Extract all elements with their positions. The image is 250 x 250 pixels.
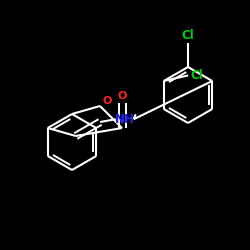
Text: NH: NH: [115, 113, 135, 126]
Text: Cl: Cl: [191, 69, 203, 82]
Text: O: O: [117, 91, 127, 101]
Text: Cl: Cl: [182, 29, 194, 42]
Text: O: O: [102, 96, 112, 106]
